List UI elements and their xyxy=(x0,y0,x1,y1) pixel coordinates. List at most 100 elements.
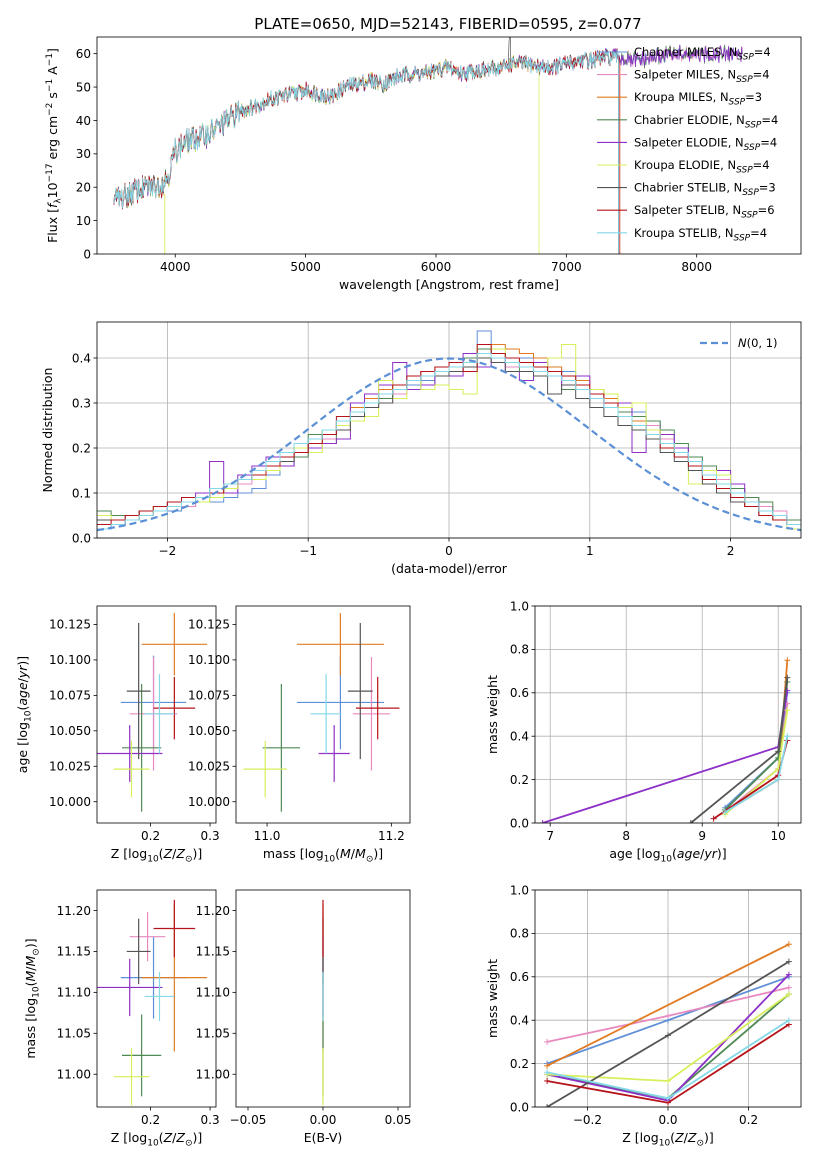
y-tick-label: 10 xyxy=(76,214,91,228)
x-tick-label: 11.0 xyxy=(254,829,281,843)
y-tick-label: 10.075 xyxy=(188,689,230,703)
legend-entry: Chabrier ELODIE, NSSP​=4 xyxy=(634,113,778,131)
data-point xyxy=(97,958,163,1017)
y-tick-label: 11.20 xyxy=(57,904,91,918)
y-tick-label: 11.15 xyxy=(57,945,91,959)
x-tick-label: 11.2 xyxy=(378,829,405,843)
y-tick-label: 10.075 xyxy=(49,689,91,703)
y-tick-label: 11.15 xyxy=(196,945,230,959)
x-tick-label: −1 xyxy=(299,544,317,558)
y-tick-label: 11.05 xyxy=(196,1027,230,1041)
y-tick-label: 1.0 xyxy=(510,599,529,613)
data-point xyxy=(347,623,373,760)
x-tick-label: 6000 xyxy=(421,260,452,274)
x-tick-label: 1 xyxy=(586,544,594,558)
y-tick-label: 0.2 xyxy=(510,773,529,787)
spectrum-lines xyxy=(113,37,743,254)
x-tick-label: 4000 xyxy=(160,260,191,274)
y-tick-label: 0.6 xyxy=(510,970,529,984)
y-tick-label: 0.0 xyxy=(72,531,91,545)
y-tick-label: 0.2 xyxy=(72,441,91,455)
y-tick-label: 11.20 xyxy=(196,904,230,918)
data-point xyxy=(243,740,287,798)
age-vs-Z-panel: 0.2 0.3 10.000 10.025 10.050 10.075 10.100 10.1… xyxy=(15,605,220,865)
y-tick-label: 0.0 xyxy=(510,1100,529,1114)
x-axis-label: Z [log10​(Z/Z⊙​)] xyxy=(111,1130,203,1149)
y-tick-label: 20 xyxy=(76,181,91,195)
x-tick-label: 10 xyxy=(771,829,786,843)
data-point xyxy=(126,623,151,760)
y-axis-label: mass [log10​(M/M⊙​)] xyxy=(23,938,42,1058)
data-point xyxy=(352,657,391,771)
data-point xyxy=(97,725,163,782)
x-tick-label: 8000 xyxy=(681,260,712,274)
x-tick-label: 2 xyxy=(727,544,735,558)
x-axis-label: Z [log10​(Z/Z⊙​)] xyxy=(111,846,203,865)
legend-normal-label: N(0, 1) xyxy=(738,336,778,350)
grid-lines xyxy=(97,322,801,539)
figure-title: PLATE=0650, MJD=52143, FIBERID=0595, z=0… xyxy=(254,15,641,33)
x-axis-label: wavelength [Angstrom, rest frame] xyxy=(339,277,559,292)
weight-lines xyxy=(544,941,792,1107)
y-tick-label: 10.025 xyxy=(49,760,91,774)
residuals-panel: −2 −1 0 1 2 0.0 0.1 0.2 0.3 0.4 (data-model)/error… xyxy=(40,321,802,576)
y-tick-label: 11.00 xyxy=(196,1068,230,1082)
spectrum-legend: Chabrier MILES, NSSP​=4 Salpeter MILES, N… xyxy=(597,45,778,243)
y-tick-label: 40 xyxy=(76,114,91,128)
y-tick-label: 0.4 xyxy=(510,730,529,744)
x-tick-label: 9 xyxy=(698,829,706,843)
y-tick-label: 10.125 xyxy=(49,618,91,632)
normal-curve xyxy=(97,357,801,532)
y-tick-label: 10.050 xyxy=(49,724,91,738)
x-tick-label: 0.3 xyxy=(201,1113,220,1127)
mass-vs-Z-panel: 0.2 0.3 11.00 11.05 11.10 11.15 11.20 Z [log10​… xyxy=(23,889,220,1149)
histogram-lines xyxy=(97,330,801,532)
weight-vs-Z-panel: −0.2 0.0 0.2 0.0 0.2 0.4 0.6 0.8 1.0 Z [log10​(Z/… xyxy=(485,883,802,1149)
data-point xyxy=(318,725,350,782)
y-tick-label: 10.025 xyxy=(188,760,230,774)
x-axis-label: (data-model)/error xyxy=(391,561,508,576)
data-point xyxy=(113,740,150,798)
x-tick-label: −0.2 xyxy=(573,1113,602,1127)
axes-frame xyxy=(96,605,217,824)
x-tick-label: −2 xyxy=(159,544,177,558)
data-point xyxy=(121,684,162,812)
data-point xyxy=(310,674,342,754)
data-point xyxy=(113,1048,150,1106)
y-tick-label: 0 xyxy=(83,247,91,261)
y-tick-label: 0.8 xyxy=(510,927,529,941)
mass-vs-EBV-panel: −0.05 0.00 0.05 11.00 11.05 11.10 11.15 11.20 E(… xyxy=(196,889,412,1145)
y-tick-label: 10.050 xyxy=(188,724,230,738)
spectrum-line xyxy=(113,37,619,254)
y-tick-label: 1.0 xyxy=(510,883,529,897)
x-axis-label: E(B-V) xyxy=(304,1130,343,1145)
y-tick-label: 0.1 xyxy=(72,486,91,500)
x-tick-label: 0.05 xyxy=(385,1113,412,1127)
y-axis-label: Flux [fλ​10−17​ erg cm−2​ s−1​ A−1​] xyxy=(45,48,64,243)
legend-entry: Salpeter MILES, NSSP​=4 xyxy=(634,68,770,86)
x-tick-label: 7000 xyxy=(551,260,582,274)
y-tick-label: 10.100 xyxy=(49,653,91,667)
axes-frame xyxy=(96,889,217,1108)
histogram-series xyxy=(97,353,801,530)
age-vs-mass-panel: 11.0 11.2 10.000 10.025 10.050 10.075 10.100 10… xyxy=(188,605,411,865)
weight-line xyxy=(542,690,789,823)
x-tick-label: 0.0 xyxy=(658,1113,677,1127)
data-point xyxy=(121,1014,162,1097)
axes-frame xyxy=(96,321,802,539)
y-axis-label: Normed distribution xyxy=(40,368,55,493)
legend-entry: Kroupa ELODIE, NSSP​=4 xyxy=(634,158,770,176)
y-tick-label: 0.4 xyxy=(72,351,91,365)
x-tick-label: 5000 xyxy=(290,260,321,274)
axes-frame xyxy=(235,605,411,824)
legend-entry: Salpeter ELODIE, NSSP​=4 xyxy=(634,135,777,153)
x-tick-label: 8 xyxy=(622,829,630,843)
axes-frame xyxy=(534,889,802,1108)
x-tick-label: 0.2 xyxy=(141,829,160,843)
data-point xyxy=(144,674,175,754)
legend-entry: Kroupa STELIB, NSSP​=4 xyxy=(634,226,767,244)
y-tick-label: 11.00 xyxy=(57,1068,91,1082)
y-tick-label: 10.125 xyxy=(188,618,230,632)
x-axis-label: Z [log10​(Z/Z⊙​)] xyxy=(622,1130,714,1149)
